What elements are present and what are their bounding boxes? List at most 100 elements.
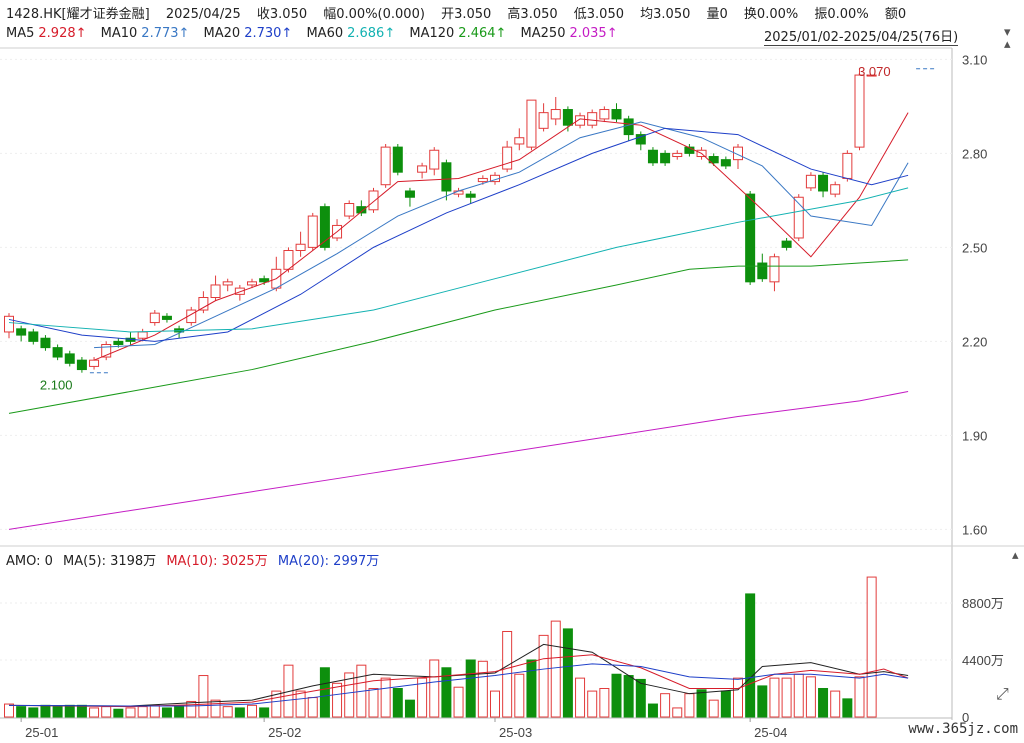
candle-body xyxy=(368,190,379,211)
collapse-icon[interactable]: ▴ xyxy=(1004,37,1011,52)
volume-bar xyxy=(538,634,549,718)
vol-ma5-label: MA(5): 3198万 xyxy=(63,554,157,569)
ma120-label: MA120 xyxy=(409,26,455,41)
date-range-selector[interactable]: 2025/01/02-2025/04/25(76日) xyxy=(764,26,959,46)
ma-line-ma60 xyxy=(8,187,909,333)
volume-bar xyxy=(28,707,39,718)
ma-line-ma120 xyxy=(8,259,909,414)
candle-body xyxy=(76,359,87,371)
volume-bar xyxy=(769,677,780,718)
volume-bar xyxy=(186,700,197,718)
candle-body xyxy=(781,240,792,248)
volume-bar xyxy=(137,706,148,718)
time-tick-label: 25-01 xyxy=(25,725,58,740)
candle-body xyxy=(52,347,63,358)
ma60-value: 2.686↑ xyxy=(347,26,396,41)
volume-bar xyxy=(562,628,573,718)
candle-body xyxy=(647,149,658,164)
volume-bar xyxy=(113,708,124,718)
candle-body xyxy=(635,134,646,145)
candle-body xyxy=(234,287,245,295)
candle-body xyxy=(392,146,403,173)
ma250-label: MA250 xyxy=(520,26,566,41)
candle-body xyxy=(575,115,586,126)
turnover-label: 换0.00% xyxy=(743,7,799,22)
ma-legend: MA5 2.928↑ MA10 2.773↑ MA20 2.730↑ MA60 2.68… xyxy=(6,26,628,41)
volume-bar xyxy=(149,704,160,718)
volume-bar xyxy=(392,687,403,718)
volume-bar xyxy=(623,675,634,718)
candle-body xyxy=(64,353,75,364)
candle-body xyxy=(623,118,634,136)
ma-line-ma10 xyxy=(94,121,909,349)
volume-ma-line-ma20 xyxy=(8,663,909,707)
ma10-value: 2.773↑ xyxy=(141,26,190,41)
volume-label: 量0 xyxy=(706,7,728,22)
volume-bar xyxy=(76,704,87,718)
volume-bar xyxy=(101,706,112,718)
candle-body xyxy=(793,196,804,239)
candle-body xyxy=(708,156,719,164)
candle-body xyxy=(866,74,877,77)
ma-line-ma5 xyxy=(93,112,909,361)
date-label: 2025/04/25 xyxy=(165,7,241,22)
candle-body xyxy=(149,312,160,324)
volume-bar xyxy=(708,699,719,718)
volume-bar xyxy=(210,699,221,718)
vol-ma20-label: MA(20): 2997万 xyxy=(277,554,380,569)
volume-bar xyxy=(307,697,318,718)
candle-body xyxy=(307,215,318,248)
volume-bar xyxy=(660,693,671,718)
candle-body xyxy=(502,146,513,170)
candle-body xyxy=(587,112,598,126)
volume-bar xyxy=(575,677,586,718)
volume-bar xyxy=(40,704,51,718)
volume-bar xyxy=(830,690,841,718)
volume-bar xyxy=(465,659,476,718)
volume-bar xyxy=(404,699,415,718)
amo-label: AMO: 0 xyxy=(6,554,53,569)
candle-body xyxy=(660,152,671,164)
candle-body xyxy=(745,193,756,283)
volume-bar xyxy=(4,703,14,718)
candle-body xyxy=(380,146,391,186)
candle-body xyxy=(441,162,452,192)
volume-tick-label: 4400万 xyxy=(962,653,1004,668)
price-tick-label: 2.20 xyxy=(962,334,987,349)
ma-line-ma20 xyxy=(8,127,909,342)
volume-bar xyxy=(295,690,306,718)
dropdown-icon[interactable]: ▾ xyxy=(1004,25,1011,40)
volume-bar xyxy=(477,660,488,718)
price-tick-label: 2.80 xyxy=(962,146,987,161)
amplitude-label: 振0.00% xyxy=(814,7,869,22)
collapse-icon[interactable]: ▴ xyxy=(1012,548,1019,563)
close-label: 收3.050 xyxy=(256,7,308,22)
time-tick-label: 25-04 xyxy=(754,725,787,740)
volume-bar xyxy=(866,576,877,718)
volume-bar xyxy=(198,675,209,718)
expand-icon[interactable]: ⤢ xyxy=(996,684,1009,703)
date-range-label[interactable]: 2025/01/02-2025/04/25(76日) xyxy=(764,30,959,45)
candle-body xyxy=(842,152,853,179)
candle-body xyxy=(404,190,415,198)
volume-bar xyxy=(429,659,440,718)
price-annotation: 3.070 xyxy=(858,64,891,79)
ma5-value: 2.928↑ xyxy=(38,26,87,41)
volume-bar xyxy=(635,678,646,718)
candle-body xyxy=(16,328,27,336)
candle-body xyxy=(295,243,306,252)
volume-bar xyxy=(259,707,270,718)
candle-body xyxy=(611,109,622,120)
volume-bar xyxy=(64,704,75,718)
ma250-value: 2.035↑ xyxy=(569,26,618,41)
ma120-value: 2.464↑ xyxy=(458,26,507,41)
volume-tick-label: 0 xyxy=(962,710,969,725)
price-tick-label: 3.10 xyxy=(962,52,987,67)
candle-body xyxy=(818,174,829,192)
volume-bar xyxy=(453,686,464,718)
candle-body xyxy=(720,159,731,167)
volume-bar xyxy=(611,673,622,718)
volume-bar xyxy=(757,685,768,718)
ma10-label: MA10 xyxy=(100,26,138,41)
